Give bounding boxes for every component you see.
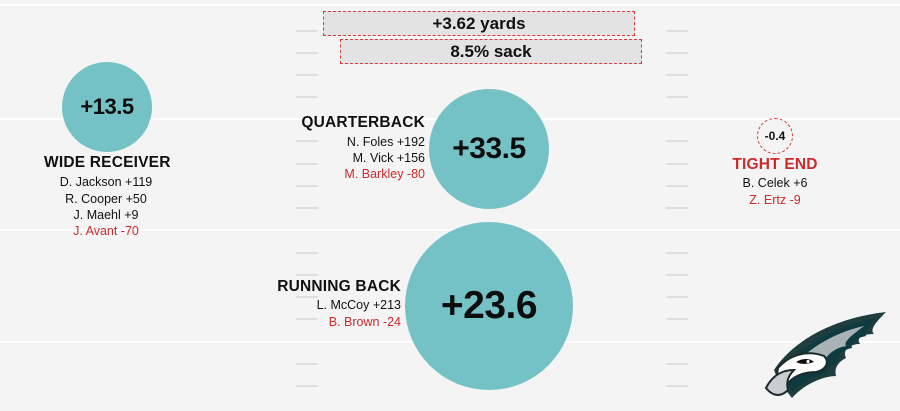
qb-player-3: M. Barkley -80: [344, 167, 425, 181]
wide-receiver-title: WIDE RECEIVER: [44, 154, 171, 171]
running-back-circle: +23.6: [405, 222, 573, 390]
rb-player-1: L. McCoy +213: [316, 298, 401, 312]
te-player-2: Z. Ertz -9: [749, 193, 801, 207]
tight-end-value: -0.4: [764, 129, 786, 143]
quarterback-circle: +33.5: [429, 89, 549, 209]
eagle-head-icon: [764, 310, 892, 402]
wide-receiver-circle: +13.5: [62, 62, 152, 152]
field-yard-line: [0, 229, 900, 231]
field-yard-line: [0, 4, 900, 6]
sack-stat-label: 8.5% sack: [450, 42, 532, 61]
rb-player-2: B. Brown -24: [328, 315, 401, 329]
wr-player-3: J. Maehl +9: [73, 208, 139, 222]
wr-player-4: J. Avant -70: [73, 224, 139, 238]
tight-end-title: TIGHT END: [732, 156, 818, 173]
yards-stat-label: +3.62 yards: [432, 14, 526, 33]
wide-receiver-value: +13.5: [80, 94, 134, 119]
yards-stat-box: +3.62 yards: [323, 11, 635, 36]
running-back-title: RUNNING BACK: [277, 278, 401, 295]
qb-player-2: M. Vick +156: [352, 151, 425, 165]
tight-end-circle: -0.4: [757, 118, 793, 154]
te-player-1: B. Celek +6: [742, 176, 808, 190]
quarterback-title: QUARTERBACK: [301, 114, 425, 131]
wr-player-1: D. Jackson +119: [59, 175, 153, 189]
sack-stat-box: 8.5% sack: [340, 39, 642, 64]
running-back-value: +23.6: [440, 284, 538, 327]
wr-player-2: R. Cooper +50: [65, 192, 147, 206]
qb-player-1: N. Foles +192: [346, 135, 425, 149]
quarterback-value: +33.5: [452, 132, 526, 165]
